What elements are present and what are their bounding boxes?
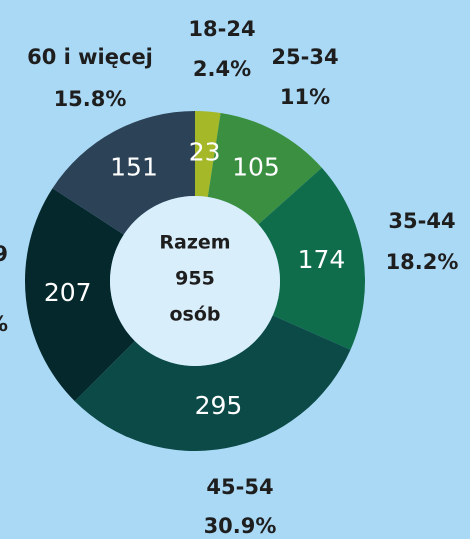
data-label: 207: [44, 278, 92, 307]
donut-slice: [74, 315, 351, 451]
data-label: 23: [189, 137, 221, 166]
percentage-label: 21.7%: [0, 312, 8, 336]
donut-slice: [52, 111, 196, 235]
donut-slice: [258, 167, 365, 350]
category-label: 35-44: [388, 209, 455, 233]
data-label: 295: [195, 391, 243, 420]
donut-hole: [110, 196, 280, 366]
category-label: 25-34: [271, 45, 338, 69]
category-label: 60 i więcej: [27, 45, 153, 69]
donut: [24, 111, 365, 451]
percentage-label: 2.4%: [193, 57, 251, 81]
percentage-label: 11%: [280, 85, 330, 109]
percentage-label: 30.9%: [204, 514, 277, 538]
donut-slice: [207, 112, 322, 225]
data-label: 174: [298, 245, 346, 274]
center-label: osób: [169, 304, 220, 326]
donut-slice: [24, 188, 135, 402]
data-label: 151: [110, 152, 158, 181]
percentage-label: 15.8%: [54, 87, 127, 111]
data-label: 105: [232, 152, 280, 181]
center-total: 955: [175, 268, 215, 290]
percentage-label: 18.2%: [386, 250, 459, 274]
category-label: 18-24: [188, 17, 255, 41]
category-label: 55-59: [0, 242, 8, 266]
center-label: Razem: [159, 232, 230, 254]
category-label: 45-54: [206, 475, 273, 499]
donut-slice: [195, 111, 221, 197]
